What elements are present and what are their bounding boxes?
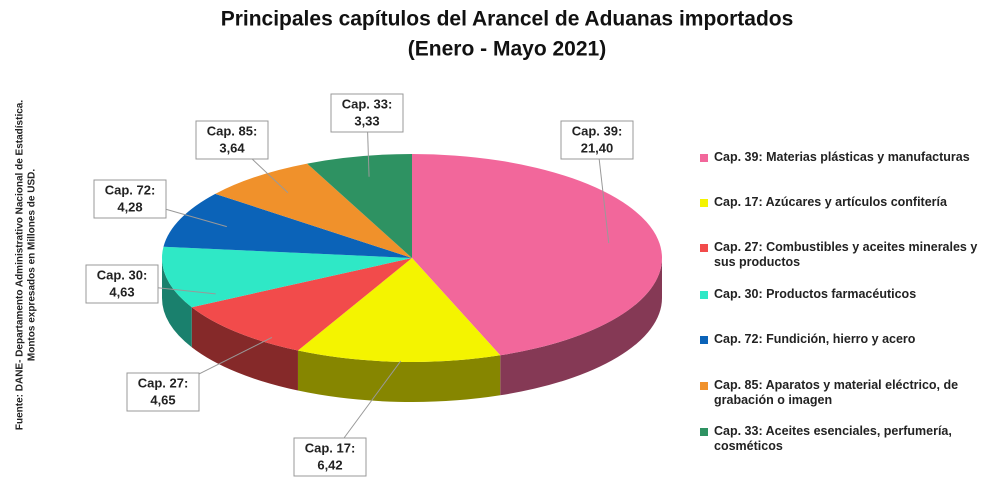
pie-slice [297, 258, 501, 362]
data-label: 6,42 [317, 457, 342, 472]
data-label: 4,28 [117, 199, 142, 214]
legend-swatch [700, 382, 708, 390]
data-label: 21,40 [581, 140, 614, 155]
label-box [195, 120, 269, 160]
legend-item: Cap. 27: Combustibles y aceites minerale… [700, 240, 994, 270]
pie-slice [191, 258, 412, 351]
legend-label: Cap. 17: Azúcares y artículos confitería [714, 195, 947, 209]
legend-swatch [700, 336, 708, 344]
label-name: Cap. 33: [342, 96, 393, 111]
chart-title: Principales capítulos del Arancel de Adu… [221, 8, 794, 31]
chart-subtitle: (Enero - Mayo 2021) [408, 38, 606, 61]
source-note: Fuente: DANE- Departamento Administrativ… [15, 100, 26, 430]
pie-side [191, 307, 298, 391]
pie-slice [215, 163, 412, 258]
legend-item: Cap. 33: Aceites esenciales, perfumería,… [700, 424, 994, 454]
data-label: 3,64 [219, 140, 245, 155]
legend-swatch [700, 428, 708, 436]
pie-slice [163, 193, 412, 258]
label-box [93, 179, 167, 219]
legend-item: Cap. 85: Aparatos y material eléctrico, … [700, 378, 994, 408]
label-box [126, 372, 200, 412]
data-label: 3,33 [354, 113, 379, 128]
unit-note: Montos expresados en Millones de USD. [27, 169, 38, 361]
label-name: Cap. 85: [207, 123, 258, 138]
label-box [330, 93, 404, 133]
label-name: Cap. 72: [105, 182, 156, 197]
legend-item: Cap. 30: Productos farmacéuticos [700, 287, 994, 302]
label-name: Cap. 17: [305, 440, 356, 455]
legend-item: Cap. 72: Fundición, hierro y acero [700, 332, 994, 347]
legend-item: Cap. 39: Materias plásticas y manufactur… [700, 150, 994, 165]
legend-swatch [700, 154, 708, 162]
legend-label: Cap. 30: Productos farmacéuticos [714, 287, 917, 301]
legend-swatch [700, 291, 708, 299]
pie-slice [412, 154, 662, 356]
pie-slice [307, 154, 412, 258]
label-name: Cap. 30: [97, 267, 148, 282]
legend-item: Cap. 17: Azúcares y artículos confitería [700, 195, 994, 210]
pie-side [162, 258, 192, 348]
label-box [293, 437, 367, 477]
label-box [85, 264, 159, 304]
legend-swatch [700, 244, 708, 252]
legend-label: Cap. 39: Materias plásticas y manufactur… [714, 150, 970, 164]
data-label: 4,65 [150, 392, 175, 407]
pie-side [500, 258, 662, 396]
pie-slice [162, 246, 412, 308]
legend-label: Cap. 85: Aparatos y material eléctrico, … [714, 378, 959, 407]
label-name: Cap. 27: [138, 375, 189, 390]
legend-swatch [700, 199, 708, 207]
label-box [560, 120, 634, 160]
legend-label: Cap. 72: Fundición, hierro y acero [714, 332, 916, 346]
data-label: 4,63 [109, 284, 134, 299]
legend-label: Cap. 33: Aceites esenciales, perfumería,… [714, 424, 952, 453]
label-name: Cap. 39: [572, 123, 623, 138]
pie-side [297, 350, 501, 402]
legend-label: Cap. 27: Combustibles y aceites minerale… [714, 240, 978, 269]
